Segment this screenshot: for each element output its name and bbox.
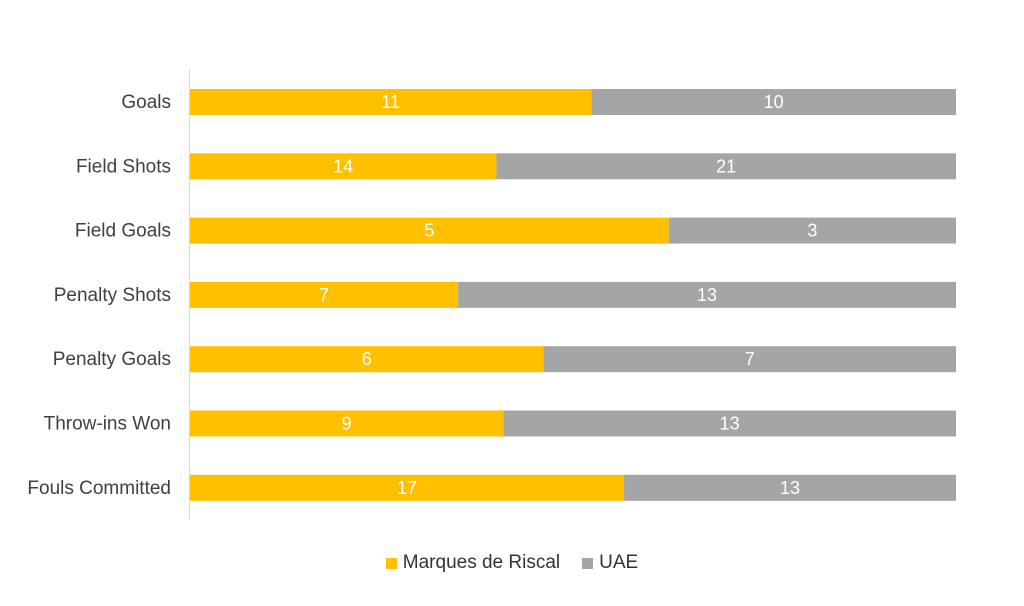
legend-swatch-series-1 [385, 557, 397, 569]
data-label-series-2: 7 [745, 349, 755, 369]
stacked-bar-chart: Goals 11 10 Field Shots 14 21 Field Goals 5 3 Pen… [27, 70, 956, 520]
legend: Marques de Riscal UAE [0, 552, 1024, 574]
category-label: Field Goals [75, 221, 171, 242]
category-label: Penalty Goals [53, 349, 171, 370]
data-label-series-2: 10 [764, 92, 784, 112]
bar-series-2 [543, 346, 956, 373]
bar-series-2 [624, 474, 956, 501]
category-label: Fouls Committed [27, 478, 171, 499]
data-label-series-1: 6 [362, 349, 372, 369]
legend-item-series-2: UAE [582, 552, 638, 574]
bar-series-2 [668, 217, 956, 244]
data-label-series-1: 14 [333, 156, 353, 176]
category-label: Field Shots [76, 156, 171, 177]
data-label-series-1: 11 [381, 92, 400, 112]
data-label-series-2: 13 [697, 285, 717, 305]
bar-series-1 [190, 474, 625, 501]
data-label-series-1: 7 [319, 285, 329, 305]
bar-series-2 [503, 410, 956, 437]
bar-series-2 [591, 89, 956, 115]
bar-series-1 [190, 217, 669, 244]
bar-series-2 [458, 281, 956, 308]
data-label-series-1: 17 [397, 478, 417, 498]
legend-label-series-2: UAE [599, 552, 639, 573]
data-label-series-1: 9 [342, 414, 352, 434]
data-label-series-2: 13 [780, 478, 800, 498]
bar-series-1 [190, 153, 497, 180]
bar-series-2 [496, 153, 956, 180]
bar-series-1 [190, 281, 459, 308]
legend-swatch-series-2 [582, 557, 594, 569]
category-label: Throw-ins Won [44, 414, 171, 435]
bar-series-1 [190, 346, 544, 373]
category-label: Goals [121, 92, 171, 113]
data-label-series-1: 5 [424, 221, 434, 241]
data-label-series-2: 21 [716, 156, 736, 176]
data-label-series-2: 13 [720, 414, 740, 434]
legend-label-series-1: Marques de Riscal [402, 552, 561, 573]
bar-series-1 [190, 89, 592, 115]
data-label-series-2: 3 [807, 221, 817, 241]
legend-item-series-1: Marques de Riscal [385, 552, 561, 574]
bar-series-1 [190, 410, 504, 437]
category-label: Penalty Shots [54, 285, 171, 306]
